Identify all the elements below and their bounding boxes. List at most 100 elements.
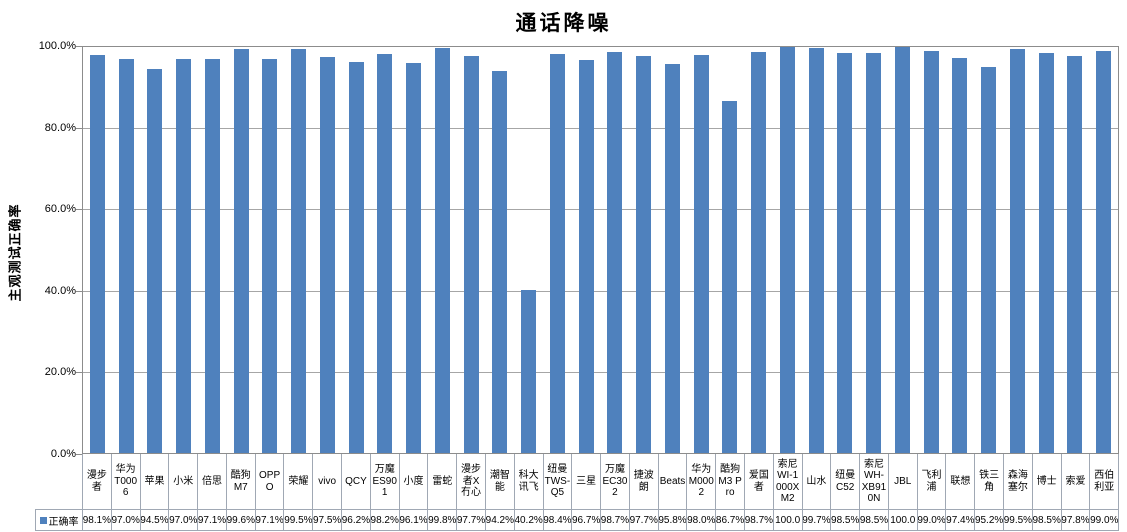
value-cell: 97.4%	[946, 510, 976, 530]
value-cell: 96.1%	[400, 510, 429, 530]
value-cell: 99.7%	[803, 510, 832, 530]
bar	[751, 52, 767, 453]
gridline	[83, 290, 1118, 292]
bar-column	[457, 47, 486, 453]
category-label: 苹果	[141, 454, 170, 509]
category-label: 万魔ES901	[371, 454, 400, 509]
category-label: 捷波朗	[630, 454, 659, 509]
value-cell: 95.2%	[975, 510, 1004, 530]
bar	[377, 54, 393, 453]
y-tick-mark	[76, 372, 82, 374]
value-cell: 100.0	[889, 510, 918, 530]
bar	[1067, 55, 1083, 453]
bar-column	[974, 47, 1003, 453]
bar-column	[284, 47, 313, 453]
category-label: 酷狗M3 Pro	[716, 454, 745, 509]
bar-column	[1089, 47, 1118, 453]
value-cell: 97.8%	[1062, 510, 1091, 530]
bar-column	[141, 47, 170, 453]
bar-column	[486, 47, 515, 453]
bar	[808, 48, 824, 453]
category-label: 飞利浦	[918, 454, 947, 509]
bar	[406, 62, 422, 453]
bar-column	[1032, 47, 1061, 453]
legend-swatch-icon	[39, 516, 47, 524]
bar	[147, 69, 163, 453]
value-cell: 98.5%	[1033, 510, 1062, 530]
value-cell: 96.2%	[342, 510, 371, 530]
bar-column	[888, 47, 917, 453]
bar	[492, 70, 508, 453]
category-label: 华为M0002	[687, 454, 717, 509]
gridline	[83, 372, 1118, 374]
bar	[118, 59, 134, 453]
category-label: 漫步者	[83, 454, 112, 509]
bar	[1009, 49, 1025, 453]
category-label: 小度	[400, 454, 429, 509]
bar	[262, 58, 278, 453]
bar-column	[601, 47, 630, 453]
category-label: vivo	[313, 454, 343, 509]
bar-column	[428, 47, 457, 453]
y-tick-label: 60.0%	[44, 203, 76, 216]
category-label: 科大讯飞	[515, 454, 544, 509]
bar-column	[399, 47, 428, 453]
category-label: 博士	[1033, 454, 1062, 509]
value-cell: 97.5%	[313, 510, 343, 530]
bar-column	[946, 47, 975, 453]
value-cell: 97.1%	[198, 510, 227, 530]
category-label: 西伯利亚	[1094, 470, 1115, 493]
plot-area	[82, 46, 1119, 454]
category-label: 纽曼TWS-Q5	[544, 454, 573, 509]
value-cell: 98.0%	[687, 510, 717, 530]
bar	[664, 64, 680, 453]
bar	[204, 58, 220, 453]
value-cell: 99.0%	[1090, 514, 1119, 526]
value-cell: 97.1%	[256, 510, 285, 530]
category-label: OPPO	[256, 454, 285, 509]
bar	[894, 47, 910, 453]
bar	[923, 51, 939, 453]
value-cell: 99.0%	[918, 510, 947, 530]
y-tick-mark	[76, 209, 82, 211]
value-cell: 98.5%	[831, 510, 861, 530]
value-cell: 95.8%	[659, 510, 688, 530]
bar	[866, 53, 882, 453]
bar	[233, 48, 249, 453]
bar	[463, 56, 479, 453]
value-cell: 98.2%	[371, 510, 400, 530]
chart-title: 通话降噪	[515, 11, 612, 35]
gridline	[83, 209, 1118, 211]
category-label: 联想	[946, 454, 976, 509]
category-label: Beats	[659, 454, 688, 509]
value-cell: 98.5%	[860, 510, 889, 530]
y-tick-mark	[76, 127, 82, 129]
y-tick-label: 80.0%	[44, 121, 76, 134]
value-cell: 99.8%	[428, 510, 458, 530]
bar-series	[83, 47, 1118, 453]
bar-column	[198, 47, 227, 453]
bar	[1038, 53, 1054, 453]
value-cell: 97.7%	[630, 510, 659, 530]
bar-column	[629, 47, 658, 453]
value-cell: 86.7%	[716, 510, 745, 530]
bar-column	[687, 47, 716, 453]
value-cell: 98.4%	[544, 510, 573, 530]
bar-column	[543, 47, 572, 453]
bar	[1096, 51, 1112, 453]
value-cell: 97.0%	[169, 510, 199, 530]
value-cell: 94.2%	[486, 510, 515, 530]
bar	[291, 49, 307, 453]
y-tick-mark	[76, 454, 82, 455]
gridline	[83, 127, 1118, 129]
bar-column	[342, 47, 371, 453]
bar-column	[744, 47, 773, 453]
value-cell: 40.2%	[515, 510, 544, 530]
bar	[176, 59, 192, 453]
bar-column	[227, 47, 256, 453]
bar-column	[256, 47, 285, 453]
bar-column	[514, 47, 543, 453]
category-label: 万魔EC302	[601, 454, 630, 509]
bar-column	[83, 47, 112, 453]
